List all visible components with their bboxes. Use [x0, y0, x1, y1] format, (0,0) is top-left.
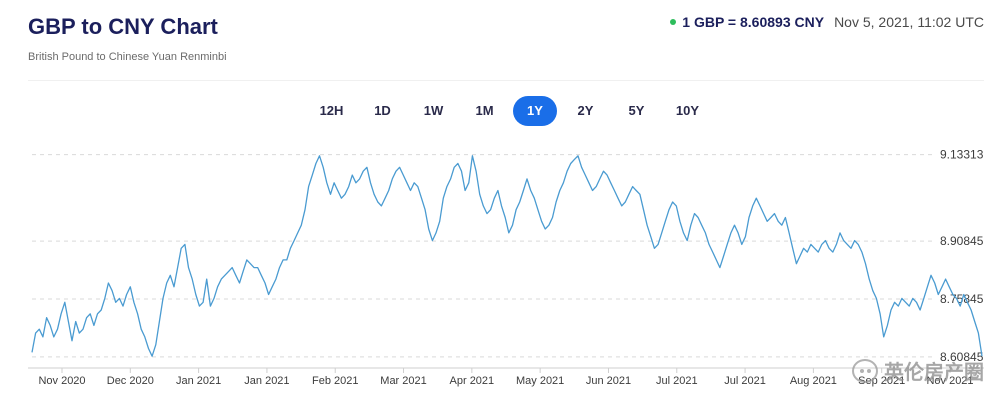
range-tab-10y[interactable]: 10Y	[675, 103, 700, 118]
y-tick-label: 8.90845	[940, 234, 984, 248]
y-tick-label: 8.60845	[940, 350, 984, 364]
rate-value: 1 GBP = 8.60893 CNY	[682, 14, 825, 30]
x-tick-label: Nov 2021	[926, 375, 973, 387]
live-status-icon	[670, 19, 677, 25]
x-tick-label: Dec 2020	[107, 375, 154, 387]
wechat-icon	[852, 358, 878, 383]
x-tick-label: Feb 2021	[312, 375, 358, 387]
time-range-selector: 12H 1D 1W 1M 1Y 2Y 5Y 10Y	[306, 96, 713, 126]
x-tick-label: Jul 2021	[724, 375, 766, 387]
x-tick-label: Jan 2021	[244, 375, 289, 387]
series-line	[31, 155, 983, 357]
watermark: 英伦房产圈	[852, 356, 984, 385]
range-tab-1y[interactable]: 1Y	[513, 96, 557, 126]
header-divider	[28, 80, 984, 81]
x-tick-label: Jun 2021	[586, 375, 631, 387]
x-tick-label: Apr 2021	[450, 375, 495, 387]
y-tick-label: 9.13313	[940, 148, 984, 162]
x-tick-label: Mar 2021	[380, 375, 426, 387]
range-tab-1w[interactable]: 1W	[423, 103, 444, 118]
range-tab-1m[interactable]: 1M	[475, 103, 494, 118]
range-tab-1d[interactable]: 1D	[374, 103, 391, 118]
chart-title: GBP to CNY Chart	[28, 14, 218, 39]
range-tab-2y[interactable]: 2Y	[577, 103, 594, 118]
x-tick-label: Aug 2021	[790, 375, 837, 387]
chart-subtitle: British Pound to Chinese Yuan Renminbi	[28, 51, 227, 63]
x-tick-label: May 2021	[516, 375, 564, 387]
current-rate: 1 GBP = 8.60893 CNY Nov 5, 2021, 11:02 U…	[670, 14, 984, 30]
watermark-text: 英伦房产圈	[884, 360, 984, 384]
range-tab-5y[interactable]: 5Y	[628, 103, 645, 118]
x-tick-label: Nov 2020	[38, 375, 85, 387]
x-tick-label: Jan 2021	[176, 375, 221, 387]
rate-timestamp: Nov 5, 2021, 11:02 UTC	[834, 14, 984, 30]
x-tick-label: Jul 2021	[656, 375, 698, 387]
range-tab-12h[interactable]: 12H	[319, 103, 344, 118]
